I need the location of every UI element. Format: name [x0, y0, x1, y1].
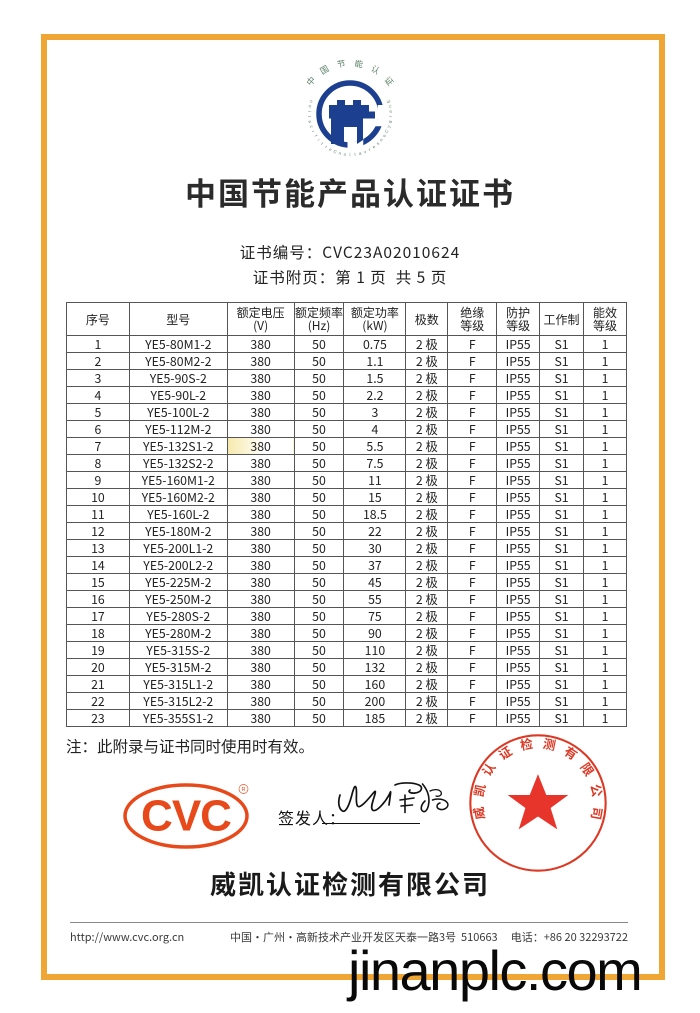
svg-text:i: i	[311, 130, 316, 133]
svg-text:E: E	[386, 99, 392, 103]
svg-text:国: 国	[318, 63, 331, 78]
svg-text:证: 证	[382, 74, 397, 89]
svg-text:v: v	[363, 149, 368, 155]
svg-text:能: 能	[354, 60, 365, 71]
svg-text:e: e	[388, 110, 393, 113]
svg-text:C: C	[333, 149, 338, 155]
svg-text:a: a	[308, 120, 313, 124]
svg-text:中: 中	[304, 74, 319, 88]
svg-text:t: t	[320, 141, 325, 146]
svg-text:e: e	[328, 147, 333, 153]
svg-text:i: i	[307, 111, 312, 112]
svg-text:C: C	[384, 129, 390, 134]
svg-text:o: o	[381, 133, 387, 138]
svg-text:n: n	[338, 151, 342, 157]
svg-text:有: 有	[561, 741, 582, 764]
svg-text:n: n	[309, 100, 315, 104]
svg-text:g: g	[387, 119, 392, 123]
svg-text:节: 节	[336, 60, 347, 70]
svg-text:o: o	[343, 152, 347, 157]
svg-text:r: r	[324, 144, 329, 149]
svg-text:t: t	[307, 116, 312, 118]
svg-text:y: y	[386, 124, 392, 128]
svg-text:CVC: CVC	[141, 792, 231, 841]
svg-text:认: 认	[369, 63, 383, 78]
svg-text:证: 证	[494, 741, 515, 764]
svg-text:i: i	[350, 152, 351, 157]
svg-text:R: R	[242, 787, 246, 793]
svg-text:f: f	[313, 134, 318, 138]
svg-text:n: n	[379, 137, 385, 142]
svg-text:限: 限	[577, 758, 600, 779]
svg-text:n: n	[387, 104, 392, 108]
svg-text:i: i	[317, 138, 321, 142]
svg-text:o: o	[307, 105, 312, 109]
svg-text:a: a	[358, 150, 362, 156]
svg-text:s: s	[375, 140, 381, 146]
svg-text:认: 认	[477, 758, 500, 779]
svg-text:司: 司	[587, 806, 608, 822]
svg-text:r: r	[368, 147, 372, 152]
svg-text:r: r	[388, 115, 393, 117]
svg-text:t: t	[354, 152, 357, 157]
svg-text:c: c	[309, 125, 315, 129]
svg-text:e: e	[371, 144, 376, 150]
